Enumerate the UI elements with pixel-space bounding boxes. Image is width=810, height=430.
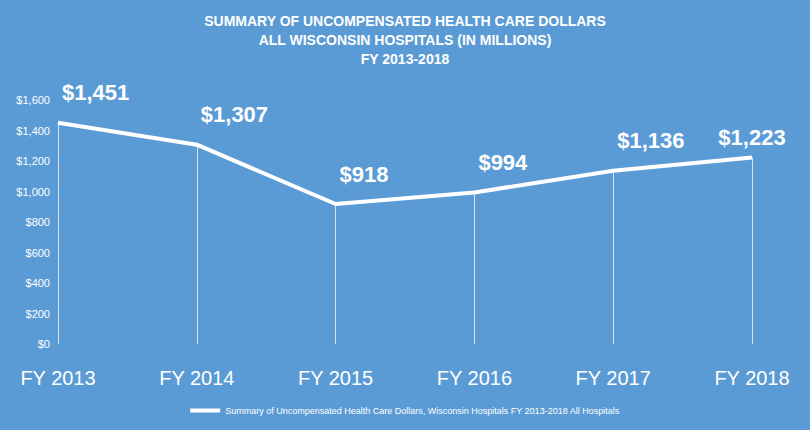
svg-text:$1,400: $1,400 (16, 125, 50, 137)
svg-text:$0: $0 (38, 338, 50, 350)
svg-text:$600: $600 (26, 247, 50, 259)
svg-text:FY 2016: FY 2016 (437, 367, 512, 389)
svg-text:FY 2013-2018: FY 2013-2018 (361, 51, 450, 67)
svg-text:$200: $200 (26, 308, 50, 320)
svg-text:$800: $800 (26, 216, 50, 228)
svg-text:Summary of Uncompensated Healt: Summary of Uncompensated Health Care Dol… (225, 406, 620, 416)
svg-text:$1,223: $1,223 (718, 125, 785, 150)
svg-text:$1,600: $1,600 (16, 94, 50, 106)
svg-text:$1,136: $1,136 (617, 128, 684, 153)
svg-text:FY 2014: FY 2014 (159, 367, 234, 389)
svg-text:$1,200: $1,200 (16, 155, 50, 167)
svg-text:SUMMARY OF UNCOMPENSATED HEALT: SUMMARY OF UNCOMPENSATED HEALTH CARE DOL… (204, 13, 606, 29)
svg-text:$1,451: $1,451 (62, 80, 129, 105)
svg-text:$918: $918 (340, 162, 389, 187)
svg-text:$400: $400 (26, 277, 50, 289)
svg-text:FY 2013: FY 2013 (20, 367, 95, 389)
svg-text:FY 2018: FY 2018 (714, 367, 789, 389)
svg-text:$994: $994 (478, 150, 528, 175)
svg-text:FY 2015: FY 2015 (298, 367, 373, 389)
svg-text:ALL WISCONSIN HOSPITALS (IN MI: ALL WISCONSIN HOSPITALS (IN MILLIONS) (259, 32, 552, 48)
svg-text:FY 2017: FY 2017 (576, 367, 651, 389)
svg-text:$1,000: $1,000 (16, 186, 50, 198)
svg-text:$1,307: $1,307 (201, 102, 268, 127)
